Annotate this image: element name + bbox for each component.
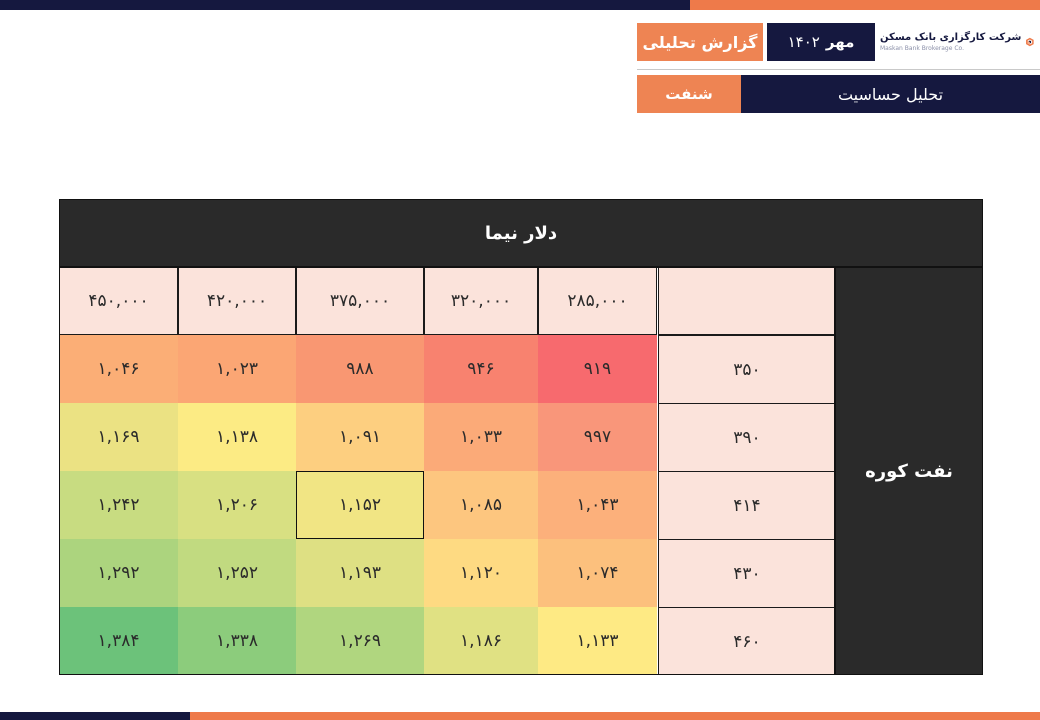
value-cell: ۱,۰۹۱ (296, 403, 424, 471)
value-cell: ۱,۲۵۲ (178, 539, 296, 607)
section-title: تحلیل حساسیت (741, 75, 1040, 113)
row-header: ۴۳۰ (658, 539, 835, 607)
top-accent-bar-orange (690, 0, 1040, 10)
row-header: ۳۵۰ (658, 335, 835, 403)
value-cell: ۹۹۷ (538, 403, 657, 471)
column-header: ۴۵۰,۰۰۰ (59, 267, 178, 335)
value-cell: ۱,۰۲۳ (178, 335, 296, 403)
value-cell: ۱,۲۴۲ (59, 471, 178, 539)
value-cell: ۱,۲۹۲ (59, 539, 178, 607)
sensitivity-table: دلار نیما نفت کوره ۲۸۵,۰۰۰ ۳۲۰,۰۰۰ ۳۷۵,۰۰۰… (59, 199, 983, 675)
column-header: ۴۲۰,۰۰۰ (178, 267, 296, 335)
value-cell: ۹۴۶ (424, 335, 538, 403)
cube-logo-icon (1026, 37, 1034, 47)
column-variable-title: دلار نیما (59, 199, 983, 267)
row-header: ۴۶۰ (658, 607, 835, 675)
company-name: شرکت کارگزاری بانک مسکن Maskan Bank Brok… (880, 32, 1021, 52)
stock-symbol-badge: شنفت (637, 75, 741, 113)
value-cell: ۱,۱۶۹ (59, 403, 178, 471)
value-cell: ۱,۳۸۴ (59, 607, 178, 675)
company-name-en: Maskan Bank Brokerage Co. (880, 45, 964, 52)
value-cell: ۱,۰۸۵ (424, 471, 538, 539)
row-header: ۴۱۴ (658, 471, 835, 539)
value-cell: ۱,۲۰۶ (178, 471, 296, 539)
column-header: ۳۷۵,۰۰۰ (296, 267, 424, 335)
top-accent-bar-navy (0, 0, 690, 10)
value-cell: ۱,۱۵۲ (296, 471, 424, 539)
row-variable-title: نفت کوره (835, 267, 983, 675)
value-cell: ۱,۰۴۳ (538, 471, 657, 539)
value-cell: ۱,۰۳۳ (424, 403, 538, 471)
value-cell: ۱,۰۷۴ (538, 539, 657, 607)
column-header: ۳۲۰,۰۰۰ (424, 267, 538, 335)
table-corner-cell (658, 267, 835, 335)
bottom-accent-bar-navy (0, 712, 190, 720)
header-divider (637, 69, 1040, 70)
date-month: مهر (825, 33, 855, 51)
value-cell: ۹۱۹ (538, 335, 657, 403)
value-cell: ۱,۲۶۹ (296, 607, 424, 675)
column-header: ۲۸۵,۰۰۰ (538, 267, 657, 335)
value-cell: ۱,۱۲۰ (424, 539, 538, 607)
value-cell: ۱,۱۳۸ (178, 403, 296, 471)
row-header: ۳۹۰ (658, 403, 835, 471)
value-cell: ۱,۱۳۳ (538, 607, 657, 675)
value-cell: ۱,۰۴۶ (59, 335, 178, 403)
value-cell: ۱,۱۹۳ (296, 539, 424, 607)
value-cell: ۹۸۸ (296, 335, 424, 403)
sensitivity-grid: ۲۸۵,۰۰۰ ۳۲۰,۰۰۰ ۳۷۵,۰۰۰ ۴۲۰,۰۰۰ ۴۵۰,۰۰۰ ۳۵۰ ۹۱… (59, 267, 835, 675)
bottom-accent-bar-orange (190, 712, 1040, 720)
report-type-badge: گزارش تحلیلی (637, 23, 763, 61)
company-name-fa: شرکت کارگزاری بانک مسکن (880, 32, 1022, 43)
value-cell: ۱,۱۸۶ (424, 607, 538, 675)
company-logo: شرکت کارگزاری بانک مسکن Maskan Bank Brok… (880, 16, 1035, 68)
date-year: ۱۴۰۲ (787, 33, 820, 51)
report-date: مهر ۱۴۰۲ (767, 23, 875, 61)
value-cell: ۱,۳۳۸ (178, 607, 296, 675)
